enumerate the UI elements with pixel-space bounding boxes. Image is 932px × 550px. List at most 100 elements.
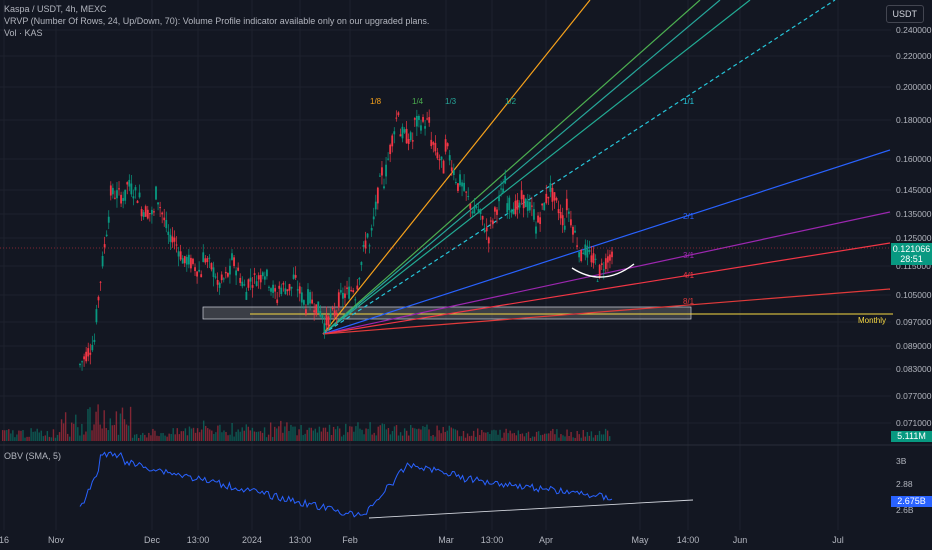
volume-bar xyxy=(81,423,83,441)
volume-bar xyxy=(158,436,160,441)
candle-body xyxy=(212,267,215,277)
volume-bar xyxy=(211,430,213,441)
volume-bar xyxy=(56,434,59,441)
countdown-timer: 28:51 xyxy=(900,254,923,264)
volume-bar xyxy=(274,426,276,441)
time-axis-label: 2024 xyxy=(242,535,262,545)
candle-body xyxy=(107,216,110,223)
candle-body xyxy=(524,198,527,208)
volume-legend[interactable]: Vol · KAS xyxy=(4,28,43,38)
price-axis-label: 0.240000 xyxy=(896,25,932,35)
volume-bar xyxy=(552,428,554,441)
candle-body xyxy=(101,255,104,267)
candle-body xyxy=(253,273,256,275)
volume-bar xyxy=(125,424,128,441)
candle-body xyxy=(280,287,283,295)
volume-bar xyxy=(554,434,556,441)
volume-bar xyxy=(188,426,191,441)
volume-bar xyxy=(444,431,446,441)
volume-bar xyxy=(121,407,124,441)
obv-trendline[interactable] xyxy=(368,499,694,519)
candle-body xyxy=(403,129,406,133)
volume-bar xyxy=(324,427,327,441)
candle-body xyxy=(586,245,589,258)
volume-bar xyxy=(217,425,219,441)
symbol-title[interactable]: Kaspa / USDT, 4h, MEXC xyxy=(4,4,107,14)
fan-ray-1-8 xyxy=(322,0,591,335)
candle-body xyxy=(413,118,416,120)
volume-bar xyxy=(64,412,67,441)
rounded-bottom-arc[interactable] xyxy=(571,263,635,278)
time-axis-label: Jul xyxy=(832,535,844,545)
fan-ray-1-1 xyxy=(322,0,836,335)
volume-bar xyxy=(198,432,201,441)
volume-bar xyxy=(531,436,534,441)
time-axis-label: 13:00 xyxy=(481,535,504,545)
candle-body xyxy=(594,258,597,260)
volume-bar xyxy=(172,428,174,441)
volume-bar xyxy=(292,426,294,441)
currency-button[interactable]: USDT xyxy=(885,5,924,23)
candle-body xyxy=(105,234,108,237)
candle-body xyxy=(202,252,205,263)
volume-bar xyxy=(347,432,349,441)
candle-body xyxy=(309,292,311,304)
volume-bar xyxy=(515,435,517,441)
volume-bar xyxy=(343,434,345,441)
volume-bar xyxy=(135,434,138,441)
volume-bar xyxy=(32,431,34,441)
volume-bar xyxy=(276,428,278,441)
volume-bar xyxy=(485,432,487,441)
candle-body xyxy=(327,316,330,328)
candle-body xyxy=(83,356,86,360)
candle-body xyxy=(272,284,274,293)
fan-ray-1-2 xyxy=(322,0,751,335)
volume-bar xyxy=(487,432,489,441)
volume-bar xyxy=(154,430,156,441)
candle-body xyxy=(229,265,231,275)
price-axis-label: 0.105000 xyxy=(896,290,932,300)
fan-label: 1/2 xyxy=(505,97,517,106)
volume-bar xyxy=(66,433,69,441)
price-axis-label: 0.089000 xyxy=(896,341,932,351)
volume-bar xyxy=(600,434,603,441)
volume-bar xyxy=(300,425,302,441)
candle-body xyxy=(354,299,357,301)
candle-body xyxy=(504,175,507,184)
volume-bar xyxy=(16,434,18,441)
volume-bar xyxy=(550,430,552,441)
volume-bar xyxy=(129,406,132,441)
volume-bar xyxy=(308,427,310,441)
volume-bar xyxy=(40,430,42,441)
candle-body xyxy=(391,135,394,147)
candle-body xyxy=(261,272,264,277)
obv-legend[interactable]: OBV (SMA, 5) xyxy=(4,451,62,461)
volume-bar xyxy=(383,424,386,441)
time-axis: 16 Nov Dec 13:00 2024 13:00 Feb Mar 13:00 Apr May 1… xyxy=(0,535,844,545)
volume-bar xyxy=(54,437,57,441)
volume-bar xyxy=(194,432,197,441)
volume-bar xyxy=(361,429,363,441)
support-zone-rectangle[interactable] xyxy=(202,306,692,320)
volume-bar xyxy=(349,426,351,441)
time-axis-label: Apr xyxy=(539,535,553,545)
volume-bar xyxy=(257,431,260,441)
candle-body xyxy=(134,187,137,191)
candle-body xyxy=(245,291,248,300)
volume-bar xyxy=(328,424,331,441)
volume-bar xyxy=(489,434,491,441)
volume-bar xyxy=(253,431,256,441)
candle-body xyxy=(263,276,266,280)
candle-body xyxy=(220,274,223,281)
candle-body xyxy=(163,217,166,221)
volume-bar xyxy=(304,433,306,441)
volume-bar xyxy=(389,434,392,441)
candle-body xyxy=(231,253,233,260)
volume-bar xyxy=(282,432,284,441)
candle-body xyxy=(510,210,513,213)
candle-body xyxy=(138,192,141,198)
candle-body xyxy=(389,144,392,155)
volume-bar xyxy=(537,431,540,441)
volume-bar xyxy=(336,426,339,441)
